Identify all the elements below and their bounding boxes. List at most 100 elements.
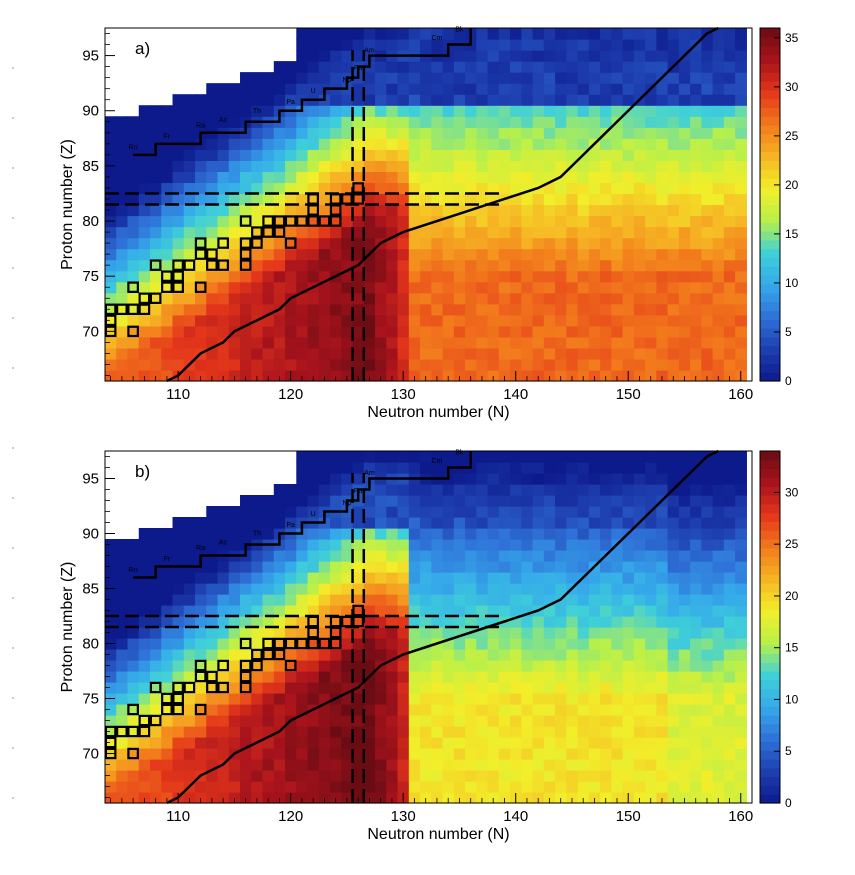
heatmap-cell (600, 605, 612, 617)
heatmap-cell (487, 39, 500, 51)
heatmap-cell (307, 594, 320, 606)
heatmap-cell (487, 160, 500, 173)
heatmap-cell (296, 726, 309, 738)
element-label: Np (342, 500, 351, 507)
element-label: Rn (129, 144, 138, 151)
heatmap-cell (656, 94, 669, 106)
colorbar-tick-label: 25 (785, 537, 799, 551)
heatmap-cell (105, 182, 117, 195)
heatmap-cell (735, 204, 747, 217)
heatmap-cell (701, 193, 714, 206)
heatmap-cell (116, 704, 129, 716)
heatmap-cell (127, 336, 140, 349)
heatmap-cell (667, 660, 680, 672)
heatmap-cell (543, 451, 556, 463)
heatmap-cell (510, 94, 522, 106)
heatmap-cell (465, 605, 477, 617)
heatmap-cell (206, 116, 219, 128)
heatmap-cell (285, 61, 297, 73)
heatmap-cell (476, 116, 489, 128)
heatmap-cell (588, 517, 601, 529)
heatmap-cell (543, 572, 556, 584)
heatmap-cell (465, 314, 477, 327)
heatmap-cell (217, 781, 230, 793)
heatmap-cell (431, 682, 444, 694)
heatmap-cell (172, 770, 185, 782)
heatmap-cell (318, 369, 331, 382)
heatmap-cell (105, 369, 117, 382)
heatmap-cell (296, 770, 309, 782)
x-tick-label: 160 (728, 386, 753, 403)
heatmap-cell (510, 550, 522, 562)
heatmap-cell (116, 369, 129, 382)
stable-nucleus-box (251, 659, 263, 672)
heatmap-cell (543, 314, 556, 327)
heatmap-cell (127, 127, 140, 139)
heatmap-cell (442, 517, 455, 529)
heatmap-cell (521, 369, 534, 382)
heatmap-cell (307, 259, 320, 272)
heatmap-cell (442, 347, 455, 360)
heatmap-cell (476, 605, 489, 617)
heatmap-cell (330, 704, 342, 716)
heatmap-cell (622, 336, 635, 349)
heatmap-cell (678, 237, 691, 250)
heatmap-cell (465, 171, 477, 184)
colorbar-segment (760, 222, 780, 232)
heatmap-cell (296, 204, 309, 217)
heatmap-cell (206, 226, 219, 239)
heatmap-cell (408, 583, 421, 595)
heatmap-cell (420, 105, 432, 117)
heatmap-cell (240, 270, 252, 283)
heatmap-cell (386, 737, 399, 749)
heatmap-cell (667, 94, 680, 106)
heatmap-cell (498, 105, 511, 117)
heatmap-cell (678, 292, 691, 305)
heatmap-cell (510, 248, 522, 261)
heatmap-cell (690, 715, 702, 727)
heatmap-cell (453, 369, 466, 382)
heatmap-cell (510, 182, 522, 195)
heatmap-cell (217, 539, 230, 551)
heatmap-cell (363, 451, 376, 463)
heatmap-cell (116, 660, 129, 672)
heatmap-cell (296, 638, 309, 650)
colorbar-tick-label: 0 (785, 374, 792, 388)
heatmap-cell (633, 116, 646, 128)
heatmap-cell (701, 737, 714, 749)
heatmap-cell (183, 149, 196, 161)
heatmap-cell (633, 358, 646, 371)
heatmap-cell (588, 182, 601, 195)
heatmap-cell (251, 149, 264, 161)
heatmap-cell (431, 484, 444, 496)
heatmap-cell (735, 28, 747, 40)
heatmap-cell (330, 627, 342, 639)
heatmap-cell (262, 270, 275, 283)
heatmap-cell (498, 451, 511, 463)
heatmap-cell (262, 72, 275, 84)
heatmap-cell (532, 759, 545, 771)
heatmap-cell (285, 484, 297, 496)
heatmap-cell (633, 594, 646, 606)
heatmap-cell (341, 473, 354, 485)
heatmap-cell (701, 539, 714, 551)
heatmap-cell (341, 50, 354, 62)
heatmap-cell (318, 248, 331, 261)
heatmap-cell (262, 715, 275, 727)
heatmap-cell (307, 627, 320, 639)
heatmap-cell (375, 259, 387, 272)
heatmap-cell (701, 517, 714, 529)
heatmap-cell (622, 325, 635, 338)
heatmap-cell (633, 281, 646, 294)
heatmap-cell (453, 506, 466, 518)
heatmap-cell (397, 550, 410, 562)
heatmap-cell (183, 539, 196, 551)
heatmap-cell (116, 303, 129, 316)
heatmap-cell (690, 682, 702, 694)
heatmap-cell (532, 160, 545, 173)
heatmap-cell (172, 160, 185, 173)
heatmap-cell (645, 259, 657, 272)
colorbar-segment (760, 98, 780, 109)
heatmap-cell (363, 506, 376, 518)
heatmap-cell (633, 226, 646, 239)
